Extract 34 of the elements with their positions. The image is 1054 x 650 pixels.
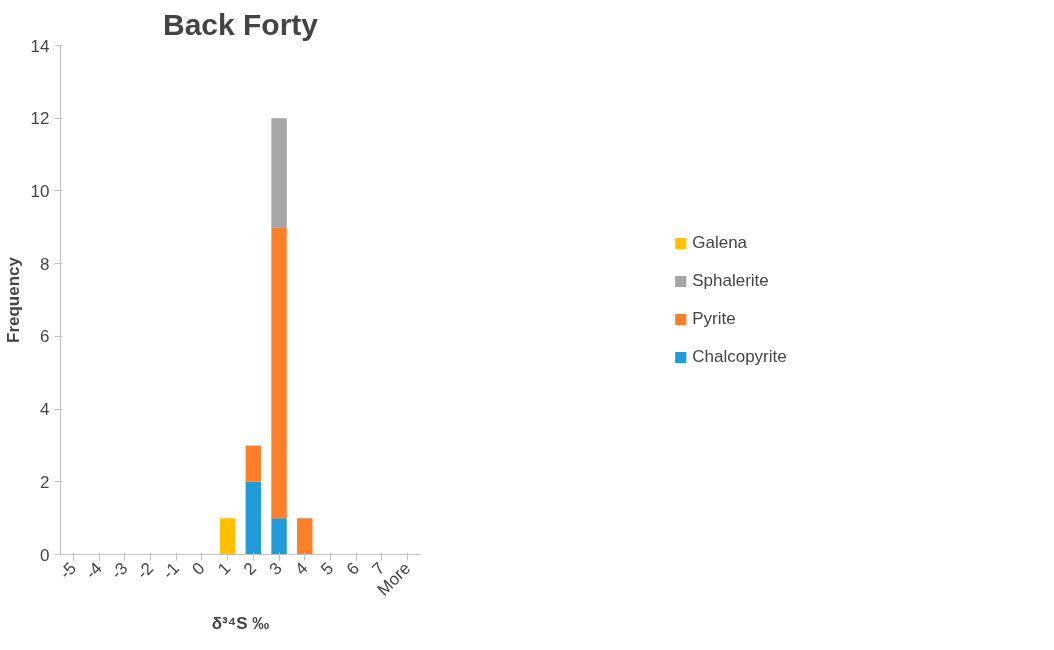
x-tick-label: 5	[317, 558, 338, 579]
y-tick-label: 4	[40, 400, 50, 420]
x-axis-title: δ³⁴S ‰	[211, 614, 270, 634]
y-tick-label: 10	[30, 181, 50, 201]
y-axis-title: Frequency	[3, 256, 23, 343]
legend-label: Sphalerite	[692, 270, 769, 291]
bar	[271, 227, 287, 519]
bar	[219, 518, 236, 555]
bar	[245, 481, 262, 555]
y-tick-label: 0	[40, 545, 50, 565]
y-tick-label: 14	[30, 36, 50, 56]
legend-label: Pyrite	[692, 308, 736, 329]
bar	[271, 118, 287, 228]
x-tick-label: 3	[265, 558, 286, 579]
x-tick-label: 6	[342, 558, 363, 579]
y-tick-label: 2	[40, 472, 50, 492]
x-tick-label: 0	[188, 558, 209, 579]
x-tick-label: -4	[81, 558, 106, 583]
legend-label: Galena	[692, 232, 748, 253]
y-tick-label: 12	[30, 109, 50, 129]
y-tick-label: 6	[40, 327, 50, 347]
bar	[271, 518, 287, 555]
legend-label: Chalcopyrite	[692, 346, 787, 367]
y-tick-label: 8	[40, 254, 50, 274]
x-tick-label: -5	[55, 558, 81, 583]
x-tick-label: 2	[239, 558, 261, 579]
x-tick-label: -1	[158, 558, 183, 583]
x-tick-label: 4	[291, 558, 312, 579]
bar	[245, 445, 262, 482]
x-tick-label: -3	[107, 558, 132, 583]
x-tick-label: -2	[133, 558, 158, 583]
x-tick-label: 1	[214, 558, 235, 579]
chart-title: Back Forty	[162, 7, 319, 41]
bar	[297, 518, 313, 555]
